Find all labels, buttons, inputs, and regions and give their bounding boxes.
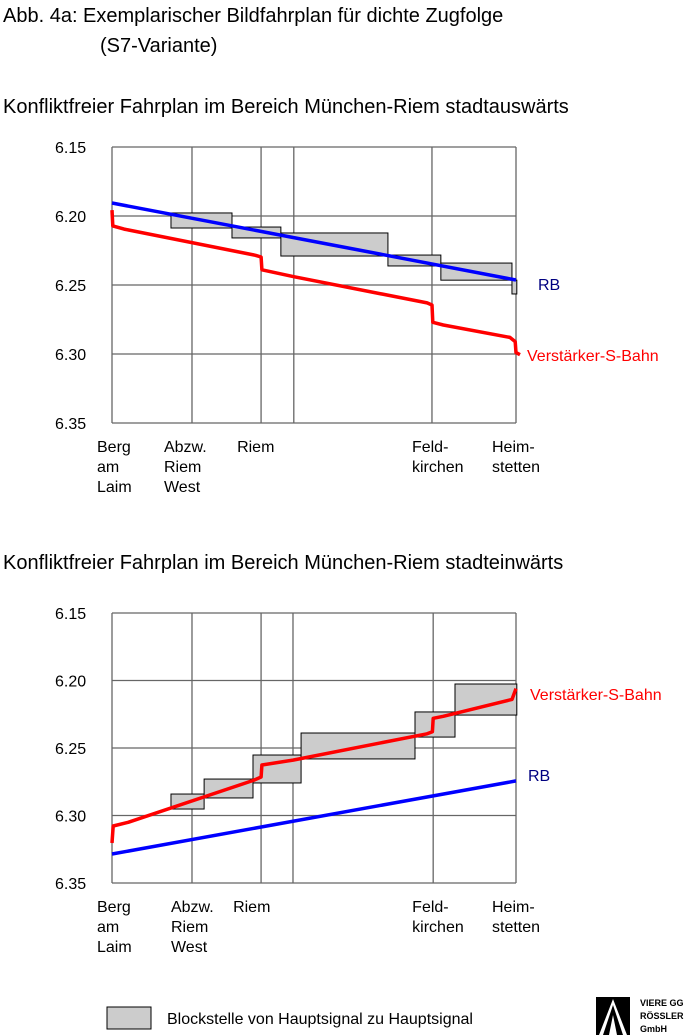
series-label-rb: RB	[538, 277, 560, 294]
y-tick-label: 6.20	[55, 674, 86, 691]
figure-subtitle: (S7-Variante)	[100, 35, 217, 57]
station-label: Feld-	[412, 439, 448, 456]
block-section	[511, 279, 518, 295]
station-label: kirchen	[412, 459, 464, 476]
series-line-s-bahn	[110, 210, 521, 357]
figure-title: Abb. 4a: Exemplarischer Bildfahrplan für…	[3, 5, 503, 27]
series-line-s-bahn	[110, 687, 518, 844]
station-label: Heim-	[492, 899, 535, 916]
series-label-s-bahn: Verstärker-S-Bahn	[530, 687, 662, 704]
company-logo: VIERE GG RÖSSLER GmbH	[596, 997, 684, 1035]
station-label: Riem	[233, 899, 270, 916]
legend: Blockstelle von Hauptsignal zu Hauptsign…	[106, 1006, 473, 1030]
series-line-rb	[111, 201, 517, 282]
station-label: am	[97, 459, 119, 476]
station-label: West	[164, 479, 201, 496]
logo-text-2: RÖSSLER	[640, 1011, 684, 1021]
y-tick-label: 6.35	[55, 876, 86, 893]
y-tick-label: 6.25	[55, 741, 86, 758]
y-tick-label: 6.15	[55, 140, 86, 157]
station-label: Laim	[97, 939, 132, 956]
station-label: Feld-	[412, 899, 448, 916]
station-label: Berg	[97, 899, 131, 916]
station-label: West	[171, 939, 208, 956]
chart-1-title: Konfliktfreier Fahrplan im Bereich Münch…	[3, 96, 569, 118]
logo-text-3: GmbH	[640, 1024, 667, 1034]
station-label: Riem	[171, 919, 208, 936]
legend-label: Blockstelle von Hauptsignal zu Hauptsign…	[167, 1011, 473, 1028]
station-label: Abzw.	[164, 439, 207, 456]
chart-2-title: Konfliktfreier Fahrplan im Bereich Münch…	[3, 552, 563, 574]
station-label: Riem	[164, 459, 201, 476]
y-tick-label: 6.25	[55, 278, 86, 295]
chart-stadteinwaerts: 6.15 6.20 6.25 6.30 6.35 Berg am Laim Abzw. Riem W…	[55, 606, 662, 956]
station-label: Laim	[97, 479, 132, 496]
y-tick-label: 6.35	[55, 416, 86, 433]
chart-stadtauswaerts: 6.15 6.20 6.25 6.30 6.35 Berg am Laim Abzw. Riem W…	[55, 140, 659, 496]
station-label: Heim-	[492, 439, 535, 456]
station-label: kirchen	[412, 919, 464, 936]
y-tick-label: 6.20	[55, 209, 86, 226]
y-tick-label: 6.30	[55, 809, 86, 826]
series-label-rb: RB	[528, 768, 550, 785]
station-label: stetten	[492, 919, 540, 936]
legend-block-swatch	[106, 1006, 152, 1030]
series-label-s-bahn: Verstärker-S-Bahn	[527, 348, 659, 365]
y-tick-label: 6.30	[55, 347, 86, 364]
logo-text-1: VIERE GG	[640, 998, 684, 1008]
station-label: Riem	[237, 439, 274, 456]
y-tick-label: 6.15	[55, 606, 86, 623]
station-label: am	[97, 919, 119, 936]
station-label: Abzw.	[171, 899, 214, 916]
station-label: stetten	[492, 459, 540, 476]
series-line-rb	[111, 779, 517, 856]
station-label: Berg	[97, 439, 131, 456]
